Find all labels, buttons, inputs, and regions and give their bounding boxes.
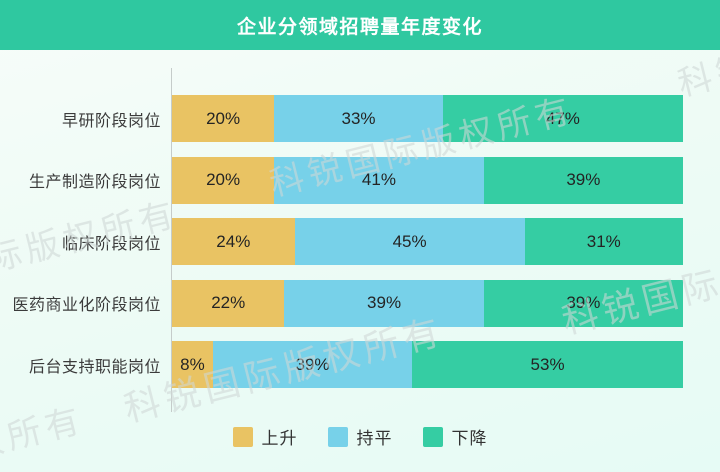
legend-swatch-icon [232, 426, 253, 447]
category-label: 临床阶段岗位 [61, 235, 161, 253]
legend-label: 下降 [451, 429, 488, 448]
legend-label: 上升 [261, 429, 298, 448]
bar-segment-持平: 33% [274, 95, 443, 142]
bar-segment-下降: 31% [524, 218, 683, 265]
page-title: 企业分领域招聘量年度变化 [236, 16, 483, 38]
bar-segment-持平: 41% [274, 156, 484, 204]
bar-segment-上升: 24% [172, 218, 295, 265]
chart-legend: 上升 持平 下降 [0, 424, 720, 449]
legend-label: 持平 [356, 429, 393, 448]
bar-segment-下降: 39% [483, 156, 683, 204]
bar-row: 后台支持职能岗位 8% 39% 53% [0, 341, 683, 388]
bar-row: 早研阶段岗位 20% 33% 47% [0, 95, 683, 142]
stacked-bar: 20% 41% 39% [172, 156, 683, 204]
bar-segment-下降: 53% [412, 341, 683, 388]
legend-item: 上升 [232, 424, 298, 449]
stacked-bar: 22% 39% 39% [172, 279, 683, 327]
bar-segment-持平: 39% [284, 279, 484, 327]
category-label: 生产制造阶段岗位 [28, 174, 161, 191]
legend-swatch-icon [327, 426, 348, 447]
category-label: 后台支持职能岗位 [28, 358, 161, 376]
bar-row: 医药商业化阶段岗位 22% 39% 39% [0, 279, 683, 327]
bar-segment-上升: 20% [172, 95, 275, 142]
category-label: 早研阶段岗位 [61, 112, 161, 130]
title-banner: 企业分领域招聘量年度变化 [0, 0, 720, 50]
legend-item: 持平 [327, 424, 393, 449]
bar-segment-下降: 39% [483, 279, 683, 327]
bar-segment-持平: 39% [212, 341, 413, 388]
legend-swatch-icon [422, 426, 443, 447]
bar-segment-下降: 47% [442, 95, 683, 142]
stacked-bar: 8% 39% 53% [172, 341, 683, 388]
bar-segment-上升: 20% [172, 156, 275, 204]
legend-item: 下降 [422, 424, 488, 449]
stacked-bar: 24% 45% 31% [172, 218, 683, 265]
category-axis-line [171, 68, 172, 412]
bar-segment-持平: 45% [294, 218, 525, 265]
bar-rows: 早研阶段岗位 20% 33% 47% 生产制造阶段岗位 20% 41% 39% 临床阶段岗位 24… [0, 95, 683, 388]
bar-segment-上升: 22% [172, 279, 285, 327]
bar-segment-上升: 8% [172, 341, 213, 388]
bar-row: 临床阶段岗位 24% 45% 31% [0, 218, 683, 265]
bar-row: 生产制造阶段岗位 20% 41% 39% [0, 156, 683, 204]
stacked-bar: 20% 33% 47% [172, 95, 683, 142]
category-label: 医药商业化阶段岗位 [12, 297, 161, 314]
